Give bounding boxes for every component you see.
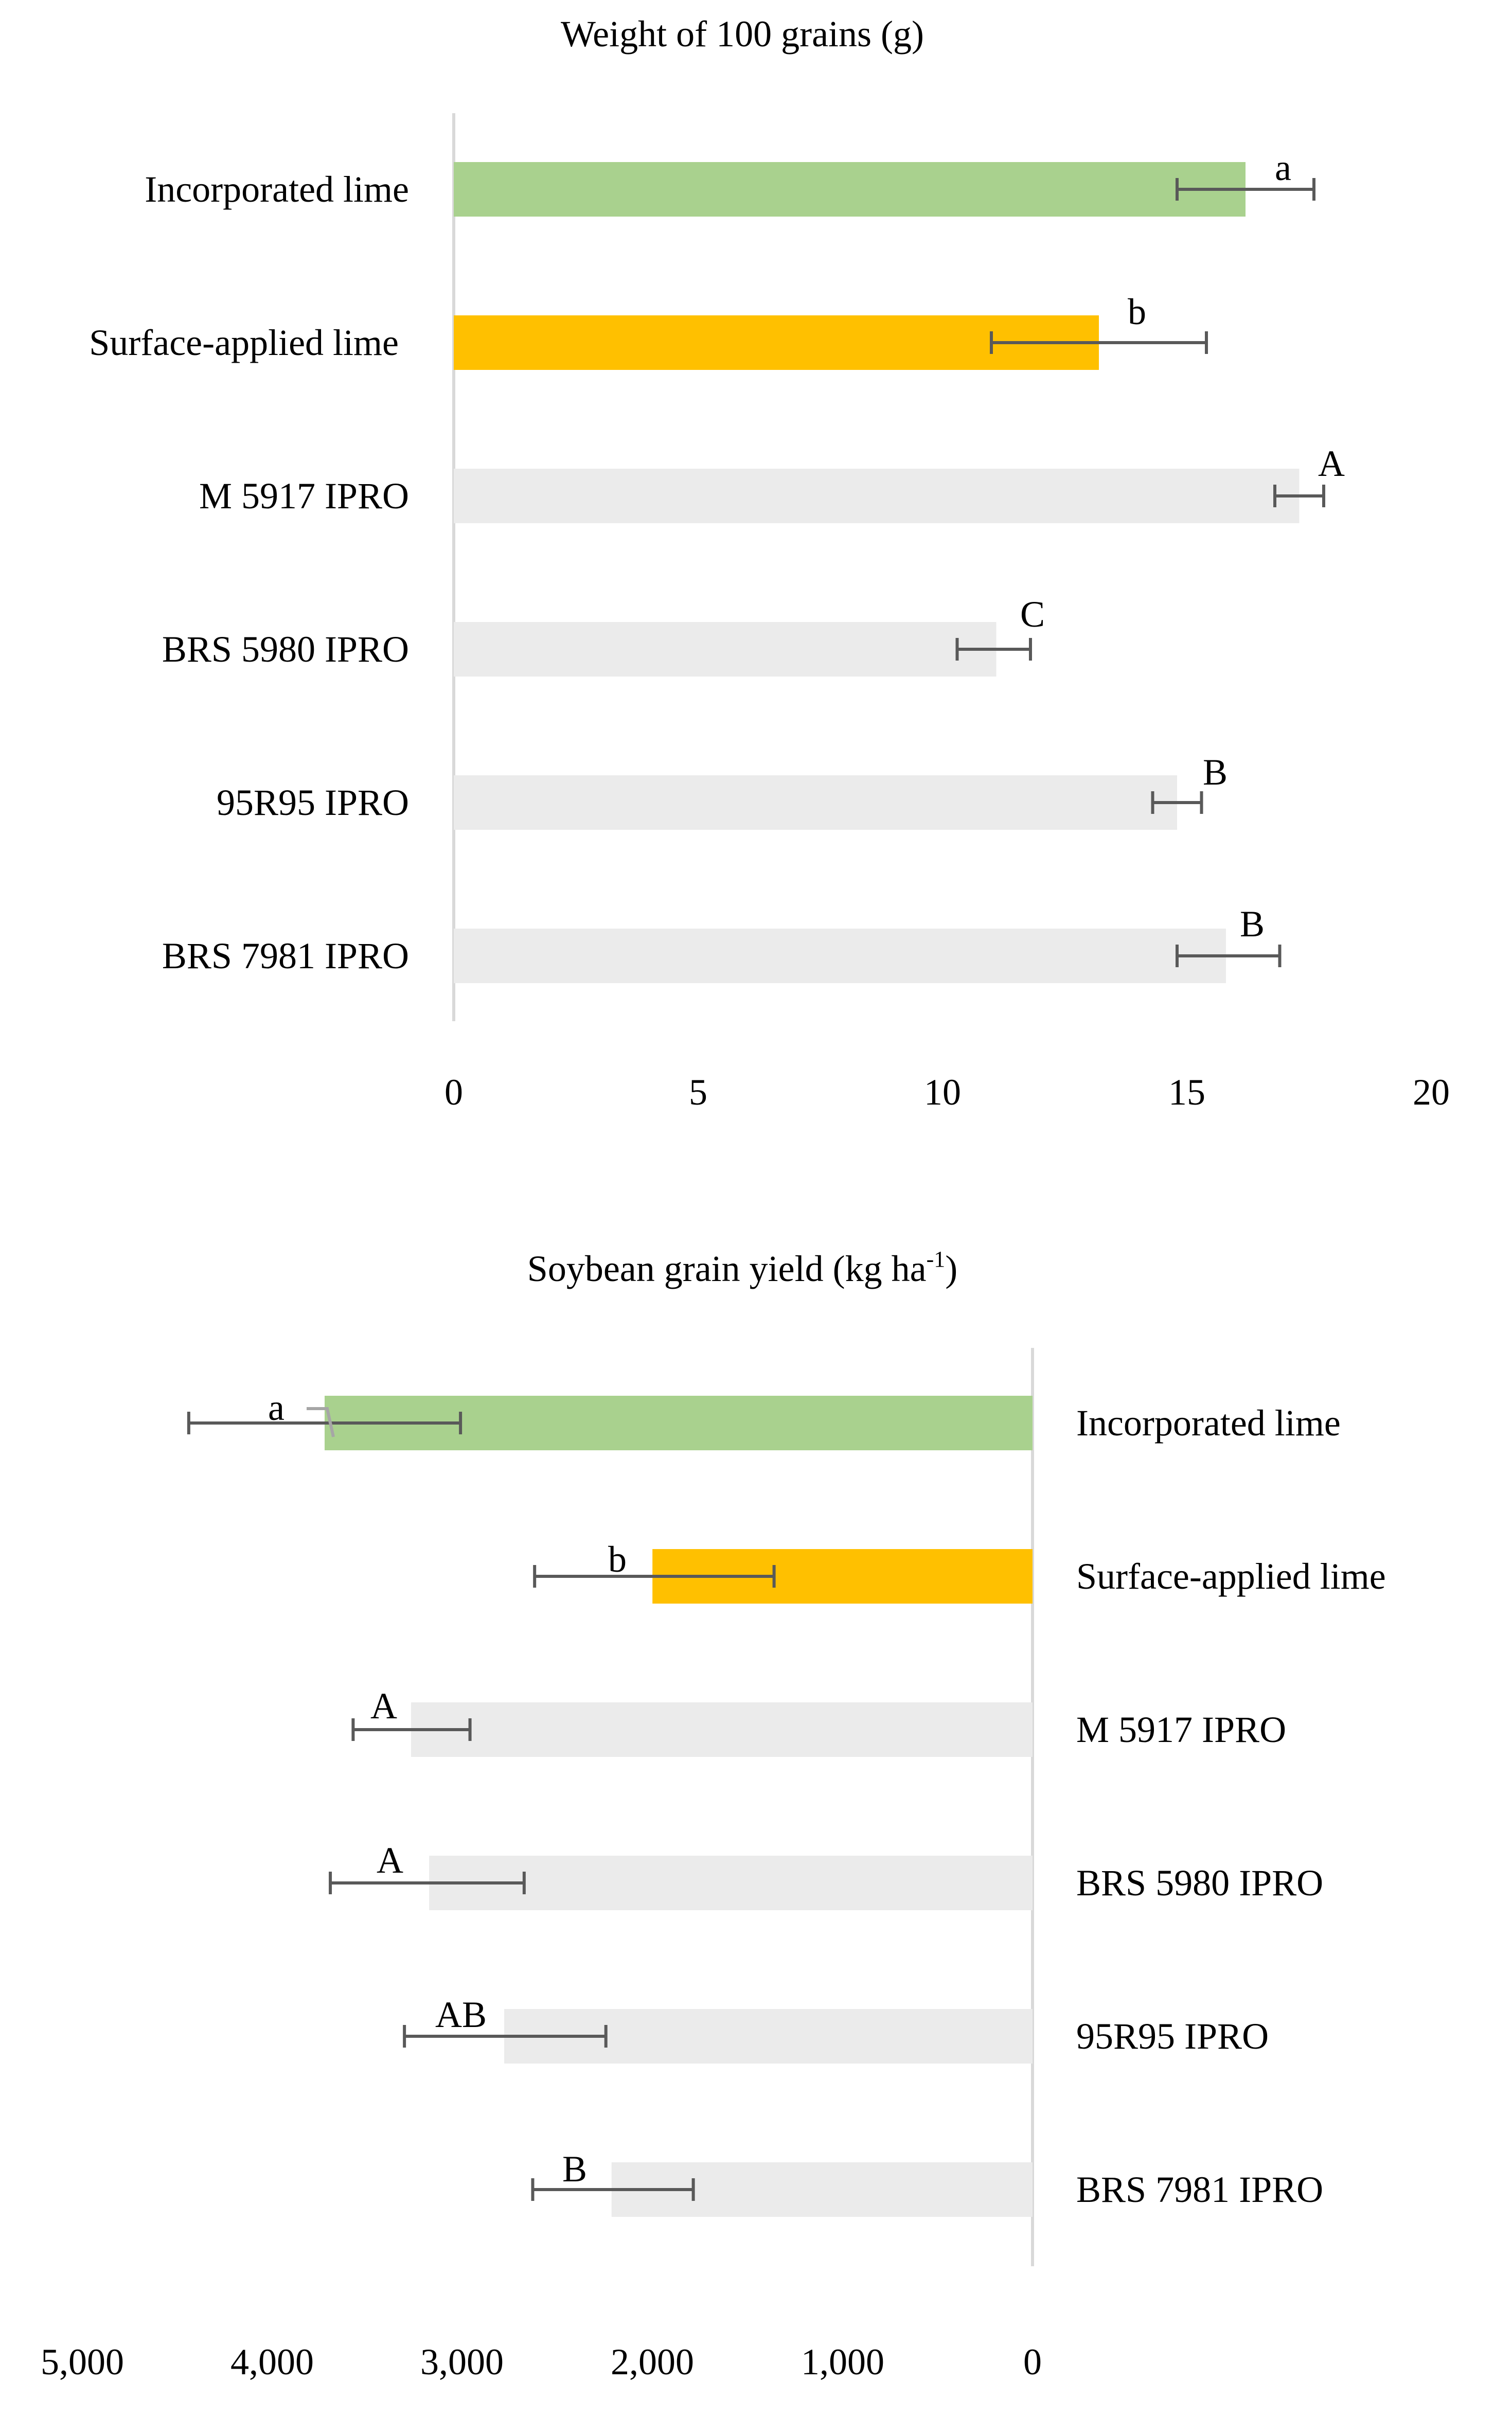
letter: A [370,1685,397,1727]
letter: a [1275,147,1291,188]
x-tick: 3,000 [420,2341,504,2383]
error-bar [990,331,1208,354]
x-tick-labels: 5,000 4,000 3,000 2,000 1,000 0 [41,2341,1042,2383]
error-bar [1273,485,1325,507]
bar [454,162,1246,217]
chart-weight-100-grains: Weight of 100 grains (g) Incorporated li… [89,13,1450,1113]
chart-title: Soybean grain yield (kg ha-1) [527,1247,957,1289]
significance-letters: a b A C B B [1020,147,1345,945]
category-label: M 5917 IPRO [199,475,409,517]
letter: a [268,1387,284,1428]
category-label: Incorporated lime [1076,1402,1341,1444]
x-tick-labels: 0 5 10 15 20 [444,1072,1450,1113]
category-labels: Incorporated lime Surface-applied lime M… [89,169,409,976]
bars [187,1396,1033,2217]
bar [454,775,1177,830]
letter: B [562,2148,587,2190]
category-label: BRS 7981 IPRO [1076,2169,1323,2210]
error-bar [403,2025,608,2048]
x-tick: 1,000 [801,2341,884,2383]
category-label: BRS 5980 IPRO [162,629,409,670]
error-bar [531,2178,695,2201]
significance-letters: a b A A AB B [268,1387,627,2190]
category-labels: Incorporated lime Surface-applied lime M… [1076,1402,1386,2210]
error-bar [351,1718,472,1741]
error-bar [955,638,1032,661]
error-bar [533,1565,776,1588]
category-label: BRS 7981 IPRO [162,935,409,976]
x-tick: 20 [1413,1072,1450,1113]
letter: b [608,1539,627,1580]
bar [429,1856,1033,1910]
letter: b [1128,291,1146,332]
x-tick: 15 [1168,1072,1205,1113]
category-label: BRS 5980 IPRO [1076,1862,1323,1904]
letter: A [1318,443,1345,484]
x-tick: 4,000 [230,2341,314,2383]
x-tick: 0 [444,1072,463,1113]
chart-soybean-grain-yield: Soybean grain yield (kg ha-1) Incorporat… [41,1247,1386,2383]
category-label: 95R95 IPRO [217,782,409,823]
x-tick: 0 [1023,2341,1042,2383]
bar [454,622,997,677]
error-bar [187,1412,463,1434]
bars [454,162,1325,983]
label-leader-line [307,1407,335,1437]
category-label: Surface-applied lime [1076,1556,1386,1597]
x-tick: 2,000 [611,2341,694,2383]
bar [454,929,1226,983]
error-bar [1151,791,1203,814]
letter: A [377,1840,403,1881]
x-tick: 5 [689,1072,707,1113]
error-bar [329,1872,526,1894]
letter: AB [435,1994,487,2035]
letter: B [1240,903,1265,945]
bar [454,469,1300,523]
category-label: M 5917 IPRO [1076,1709,1286,1750]
error-bar [1176,945,1282,967]
letter: B [1203,752,1228,793]
x-tick: 10 [924,1072,961,1113]
letter: C [1020,594,1045,635]
category-label: 95R95 IPRO [1076,2016,1269,2057]
error-bar [1176,178,1315,201]
bar [411,1702,1033,1757]
category-label: Incorporated lime [145,169,409,210]
chart-title: Weight of 100 grains (g) [561,13,924,55]
category-label: Surface-applied lime [89,322,399,363]
x-tick: 5,000 [41,2341,124,2383]
